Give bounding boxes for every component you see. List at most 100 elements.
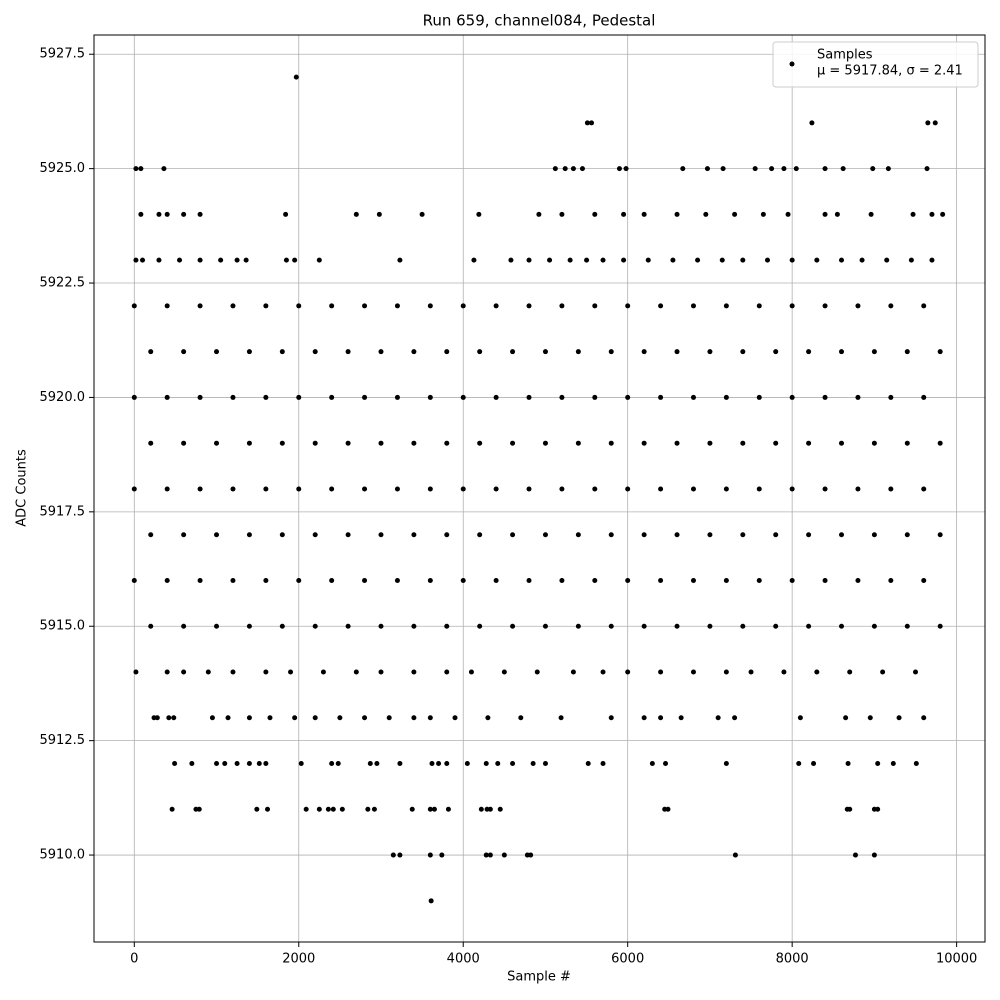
point [781, 166, 787, 172]
point [493, 486, 499, 492]
point [855, 577, 861, 583]
x-tick-label: 10000 [936, 952, 977, 967]
point [283, 211, 289, 217]
point [542, 623, 548, 629]
point [138, 211, 144, 217]
point [460, 486, 466, 492]
point [600, 257, 606, 263]
point [154, 715, 160, 721]
point [329, 394, 335, 400]
point [822, 303, 828, 309]
point [937, 532, 943, 538]
point [495, 761, 501, 767]
point [674, 623, 680, 629]
point [773, 532, 779, 538]
point [658, 303, 664, 309]
point [394, 577, 400, 583]
point [427, 303, 433, 309]
point [608, 349, 614, 355]
point [161, 166, 167, 172]
point [312, 532, 318, 538]
point [427, 486, 433, 492]
point [181, 532, 187, 538]
point [518, 715, 524, 721]
x-axis-label: Sample # [507, 970, 571, 985]
point [921, 577, 927, 583]
point [868, 211, 874, 217]
point [133, 257, 139, 263]
point [487, 806, 493, 812]
point [752, 166, 758, 172]
point [234, 761, 240, 767]
point [156, 211, 162, 217]
point [921, 486, 927, 492]
point [444, 440, 450, 446]
point [477, 349, 483, 355]
point [181, 440, 187, 446]
point [367, 761, 373, 767]
point [641, 623, 647, 629]
point [773, 349, 779, 355]
point [658, 394, 664, 400]
point [839, 532, 845, 538]
point [138, 166, 144, 172]
point [230, 394, 236, 400]
y-tick-label: 5927.5 [40, 47, 86, 62]
y-tick-label: 5910.0 [40, 848, 86, 863]
point [230, 303, 236, 309]
point [298, 761, 304, 767]
point [756, 577, 762, 583]
point [674, 349, 680, 355]
point [674, 440, 680, 446]
point [337, 715, 343, 721]
point [871, 623, 877, 629]
point [164, 211, 170, 217]
point [723, 577, 729, 583]
point [625, 394, 631, 400]
point [427, 806, 433, 812]
point [279, 532, 285, 538]
point [665, 806, 671, 812]
point [855, 303, 861, 309]
point [756, 394, 762, 400]
point [875, 761, 881, 767]
point [600, 669, 606, 675]
point [690, 303, 696, 309]
point [559, 394, 565, 400]
point [904, 532, 910, 538]
point [796, 761, 802, 767]
point [839, 623, 845, 629]
point [293, 74, 299, 80]
point [570, 166, 576, 172]
point [658, 486, 664, 492]
point [740, 532, 746, 538]
x-tick-label: 4000 [447, 952, 480, 967]
point [386, 715, 392, 721]
point [131, 577, 137, 583]
point [263, 761, 269, 767]
point [493, 577, 499, 583]
point [822, 211, 828, 217]
point [325, 806, 331, 812]
point [707, 532, 713, 538]
point [279, 440, 285, 446]
point [196, 806, 202, 812]
point [171, 715, 177, 721]
point [585, 761, 591, 767]
point [567, 257, 573, 263]
point [720, 166, 726, 172]
point [542, 532, 548, 538]
point [148, 532, 154, 538]
point [476, 211, 482, 217]
x-tick-label: 0 [130, 952, 138, 967]
point [246, 349, 252, 355]
point [929, 211, 935, 217]
point [243, 257, 249, 263]
point [330, 806, 336, 812]
point [246, 715, 252, 721]
point [222, 761, 228, 767]
point [362, 486, 368, 492]
point [847, 806, 853, 812]
point [312, 349, 318, 355]
